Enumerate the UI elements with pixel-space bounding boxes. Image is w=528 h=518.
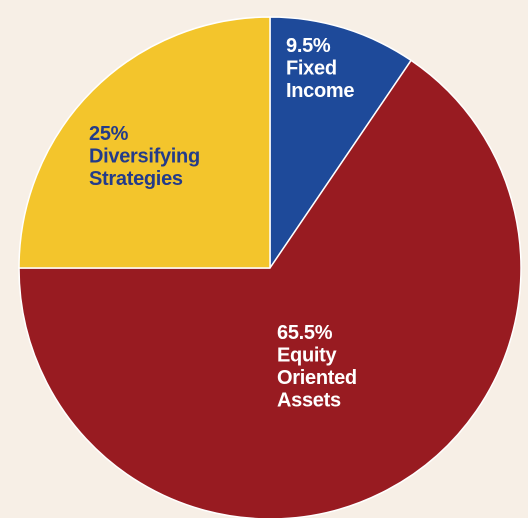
slice-label-line: Assets [277,390,341,412]
slice-label-fixed-income: 9.5% Fixed Income [286,35,354,102]
slice-label-line: Diversifying [89,146,200,168]
slice-label-diversifying-strategies: 25% Diversifying Strategies [89,123,200,190]
pie-slice-equity-oriented-assets [18,59,522,518]
pie-slice-diversifying-strategies [18,16,271,269]
slice-label-line: Equity [277,345,337,367]
slice-label-line: Income [286,80,354,102]
slice-label-line: 25% [89,123,129,145]
slice-label-line: Fixed [286,58,337,80]
pie-slice-fixed-income [269,16,412,269]
slice-label-line: 9.5% [286,35,331,57]
slice-label-line: Strategies [89,168,183,190]
pie-slices [18,16,522,518]
slice-label-equity-oriented-assets: 65.5% Equity Oriented Assets [277,322,357,412]
pie-labels: 9.5% Fixed Income 65.5% Equity Oriented Assets… [89,35,357,412]
slice-label-line: 65.5% [277,322,333,344]
slice-label-line: Oriented [277,367,357,389]
